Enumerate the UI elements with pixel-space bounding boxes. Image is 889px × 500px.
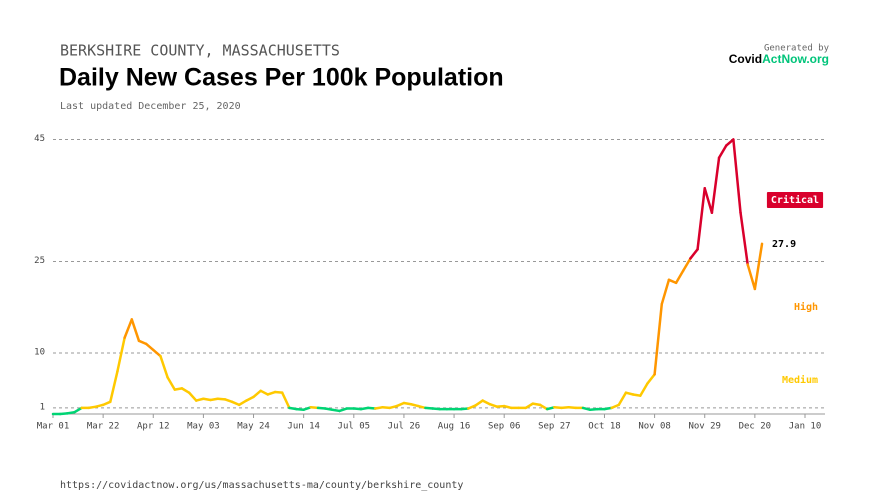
line-segment <box>610 403 621 410</box>
x-tick-label: Dec 20 <box>739 422 772 432</box>
line-segment <box>123 318 134 339</box>
line-segment <box>152 348 162 358</box>
y-tick-label: 45 <box>34 134 45 144</box>
line-segment <box>259 389 270 396</box>
line-segment <box>266 390 277 396</box>
line-segment <box>166 376 177 391</box>
zone-badge <box>766 192 824 208</box>
line-segment <box>116 336 126 373</box>
line-segment <box>187 391 198 402</box>
line-segment <box>223 398 234 404</box>
y-tick-label: 10 <box>34 348 45 358</box>
line-segment <box>338 407 348 413</box>
line-segment <box>144 342 155 352</box>
line-segment <box>237 399 248 407</box>
line-segment <box>746 263 757 291</box>
line-segment <box>703 187 714 214</box>
line-segment <box>739 211 749 266</box>
last-value-label: 27.9 <box>772 239 796 250</box>
subtitle: BERKSHIRE COUNTY, MASSACHUSETTS <box>60 42 340 60</box>
line-segment <box>689 248 699 260</box>
line-segment <box>538 403 549 411</box>
generated-by: Generated by <box>764 44 830 54</box>
x-tick-label: Mar 22 <box>87 422 120 432</box>
x-tick-label: Jul 26 <box>388 422 421 432</box>
line-segment <box>159 354 169 379</box>
line-segment <box>710 156 721 214</box>
line-segment <box>252 389 262 399</box>
zone-label: Critical <box>771 194 819 206</box>
line-segment <box>681 257 692 272</box>
line-segment <box>660 278 671 306</box>
x-tick-label: May 03 <box>187 422 220 432</box>
brand-dark: Covid <box>729 52 762 66</box>
x-tick-label: Apr 12 <box>137 422 170 432</box>
line-segment <box>653 302 664 376</box>
chart-title: Daily New Cases Per 100k Population <box>59 64 504 92</box>
x-tick-label: Mar 01 <box>37 422 70 432</box>
line-segment <box>302 406 313 411</box>
x-tick-label: Jun 14 <box>287 422 320 432</box>
x-tick-label: Nov 08 <box>638 422 671 432</box>
line-segment <box>639 382 649 397</box>
x-tick-label: Jul 05 <box>338 422 371 432</box>
source-url: https://covidactnow.org/us/massachusetts… <box>60 480 463 491</box>
line-segment <box>524 402 535 410</box>
line-segment <box>280 391 291 410</box>
line-segment <box>73 406 83 414</box>
line-segment <box>696 187 706 251</box>
line-segment <box>230 400 241 407</box>
x-tick-label: Sep 27 <box>538 422 571 432</box>
line-segment <box>245 395 255 402</box>
line-segment <box>617 391 628 407</box>
line-segment <box>474 399 484 407</box>
line-segment <box>753 242 764 291</box>
zone-label: High <box>794 301 818 313</box>
x-tick-label: Jan 10 <box>789 422 822 432</box>
line-segment <box>724 138 735 147</box>
line-segment <box>109 370 119 404</box>
brand: CovidActNow.org <box>729 52 829 66</box>
line-segment <box>488 402 499 408</box>
zone-label: Medium <box>782 374 818 386</box>
brand-accent: ActNow.org <box>762 52 829 66</box>
line-segment <box>130 318 141 343</box>
line-segment <box>101 400 112 407</box>
x-tick-label: Sep 06 <box>488 422 521 432</box>
x-tick-label: May 24 <box>237 422 270 432</box>
x-tick-label: Oct 18 <box>588 422 621 432</box>
line-segment <box>481 399 492 406</box>
line-segment <box>717 144 728 160</box>
x-tick-label: Aug 16 <box>438 422 471 432</box>
line-segment <box>646 373 656 385</box>
x-tick-label: Nov 29 <box>688 422 721 432</box>
y-tick-label: 1 <box>40 402 45 412</box>
line-segment <box>674 269 685 285</box>
line-segment <box>467 404 477 410</box>
updated: Last updated December 25, 2020 <box>60 101 241 112</box>
line-segment <box>667 278 678 285</box>
y-tick-label: 25 <box>34 256 45 266</box>
line-segment <box>137 339 148 346</box>
line-segment <box>732 138 742 214</box>
line-segment <box>395 401 406 408</box>
line-segment <box>180 387 191 394</box>
